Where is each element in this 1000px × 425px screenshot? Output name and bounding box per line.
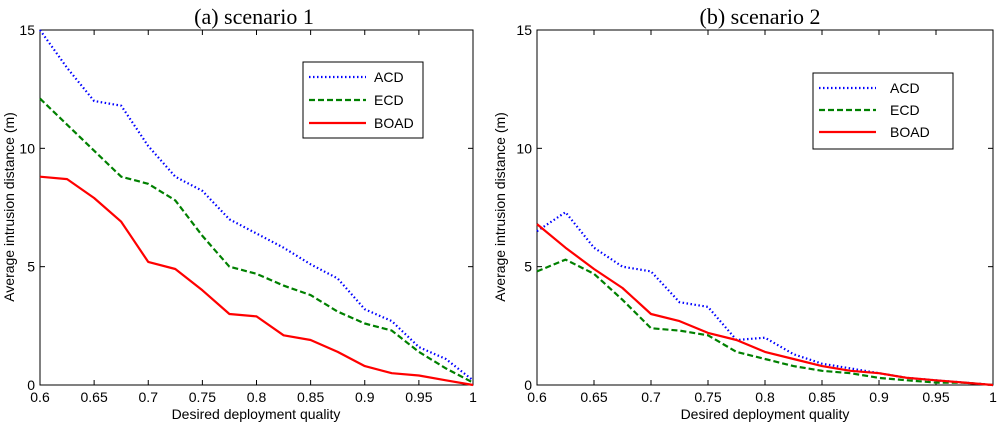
- y-axis-label: Average intrusion distance (m): [1, 112, 17, 302]
- x-tick-label: 0.7: [139, 389, 159, 405]
- x-tick-label: 0.95: [922, 389, 949, 405]
- x-tick-label: 0.85: [808, 389, 835, 405]
- legend-label-ecd: ECD: [374, 92, 404, 108]
- series-line-ecd: [536, 258, 994, 387]
- y-tick-label: 15: [516, 22, 532, 38]
- x-tick-label: 0.85: [297, 389, 324, 405]
- series-line-ecd: [39, 97, 474, 384]
- legend: ACD ECD BOAD: [812, 72, 954, 150]
- legend-label-boad: BOAD: [890, 124, 930, 140]
- y-tick-label: 15: [19, 22, 35, 38]
- x-tick-label: 0.6: [527, 389, 547, 405]
- series-lines: [536, 211, 994, 387]
- y-axis-label: Average intrusion distance (m): [492, 112, 508, 302]
- x-tick-label: 0.8: [247, 389, 267, 405]
- series-line-boad: [536, 223, 994, 387]
- x-tick-label: 0.8: [755, 389, 775, 405]
- x-tick-label: 0.65: [580, 389, 607, 405]
- y-tick-label: 0: [27, 377, 35, 393]
- y-tick-label: 5: [27, 259, 35, 275]
- y-tick-label: 0: [524, 377, 532, 393]
- x-tick-label: 0.75: [694, 389, 721, 405]
- chart-title: (b) scenario 2: [700, 4, 821, 29]
- x-tick-label: 0.9: [869, 389, 889, 405]
- x-axis-label: Desired deployment quality: [681, 406, 850, 422]
- series-line-boad: [39, 175, 474, 387]
- chart-scenario-2: (b) scenario 2 0.6 0.65 0.7 0.75 0.8 0.85 0.9 0…: [492, 4, 997, 422]
- legend-label-acd: ACD: [374, 69, 404, 85]
- chart-title: (a) scenario 1: [194, 4, 314, 29]
- x-tick-label: 0.95: [405, 389, 432, 405]
- legend-label-boad: BOAD: [374, 115, 414, 131]
- x-tick-label: 0.9: [355, 389, 375, 405]
- x-tick-label: 0.75: [189, 389, 216, 405]
- y-tick-label: 10: [516, 140, 532, 156]
- legend-box: [812, 72, 954, 150]
- x-tick-label: 0.6: [30, 389, 50, 405]
- x-axis-label: Desired deployment quality: [172, 406, 341, 422]
- legend-label-ecd: ECD: [890, 102, 920, 118]
- y-tick-label: 10: [19, 140, 35, 156]
- legend-label-acd: ACD: [890, 80, 920, 96]
- x-tick-label: 1: [469, 389, 477, 405]
- chart-scenario-1: (a) scenario 1 0.6 0.65 0.7 0.75 0.8 0.85 0.9 0…: [1, 4, 477, 422]
- x-tick-label: 1: [989, 389, 997, 405]
- x-tick-label: 0.65: [81, 389, 108, 405]
- series-lines: [39, 29, 474, 387]
- legend: ACD ECD BOAD: [302, 61, 424, 139]
- x-tick-label: 0.7: [641, 389, 661, 405]
- y-tick-label: 5: [524, 259, 532, 275]
